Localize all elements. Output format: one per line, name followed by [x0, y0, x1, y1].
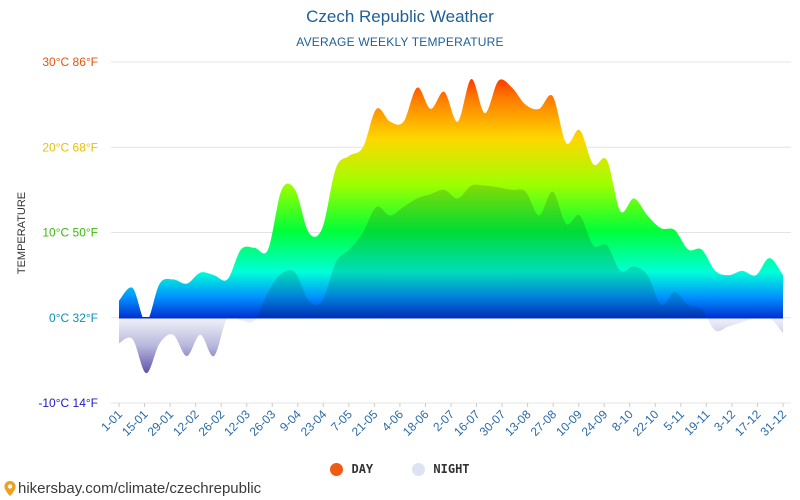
footer-link[interactable]: hikersbay.com/climate/czechrepublic: [4, 480, 261, 497]
y-tick-label: -10°C 14°F: [38, 396, 98, 410]
y-tick-label: 0°C 32°F: [49, 311, 98, 325]
day-area: [119, 79, 783, 318]
legend-night-dot: [412, 462, 426, 476]
x-tick-label: 15-01: [119, 407, 151, 439]
x-tick-label: 26-03: [247, 407, 279, 439]
map-pin-icon: [4, 481, 16, 496]
x-tick-label: 30-07: [477, 407, 509, 439]
x-tick-label: 31-12: [758, 407, 790, 439]
x-tick-label: 22-10: [630, 407, 662, 439]
chart-subtitle: AVERAGE WEEKLY TEMPERATURE: [296, 35, 504, 49]
x-tick-label: 27-08: [528, 407, 560, 439]
x-tick-label: 10-09: [553, 407, 585, 439]
x-tick-label: 13-08: [502, 407, 534, 439]
x-tick-label: 12-03: [221, 407, 253, 439]
legend-night-label: NIGHT: [433, 462, 470, 476]
y-tick-label: 20°C 68°F: [42, 140, 98, 154]
legend-item-day[interactable]: DAY: [330, 462, 373, 476]
legend-day-dot: [330, 462, 344, 476]
x-tick-label: 18-06: [400, 407, 432, 439]
legend: DAY NIGHT: [0, 462, 800, 479]
y-tick-label: 10°C 50°F: [42, 226, 98, 240]
y-tick-label: 30°C 86°F: [42, 55, 98, 69]
legend-day-label: DAY: [351, 462, 374, 476]
x-tick-label: 17-12: [732, 407, 764, 439]
footer-text: hikersbay.com/climate/czechrepublic: [18, 480, 262, 497]
chart-title: Czech Republic Weather: [306, 7, 494, 26]
x-tick-label: 16-07: [451, 407, 483, 439]
x-tick-label: 24-09: [579, 407, 611, 439]
x-tick-label: 21-05: [349, 407, 381, 439]
x-tick-label: 29-01: [145, 407, 177, 439]
night-area-below-zero: [119, 317, 783, 374]
legend-item-night[interactable]: NIGHT: [412, 462, 470, 476]
x-tick-label: 12-02: [170, 407, 202, 439]
x-tick-label: 23-04: [298, 407, 330, 439]
night-area: [119, 184, 783, 318]
x-tick-label: 26-02: [196, 407, 228, 439]
x-tick-label: 19-11: [682, 407, 713, 438]
y-axis-label: TEMPERATURE: [16, 192, 28, 274]
